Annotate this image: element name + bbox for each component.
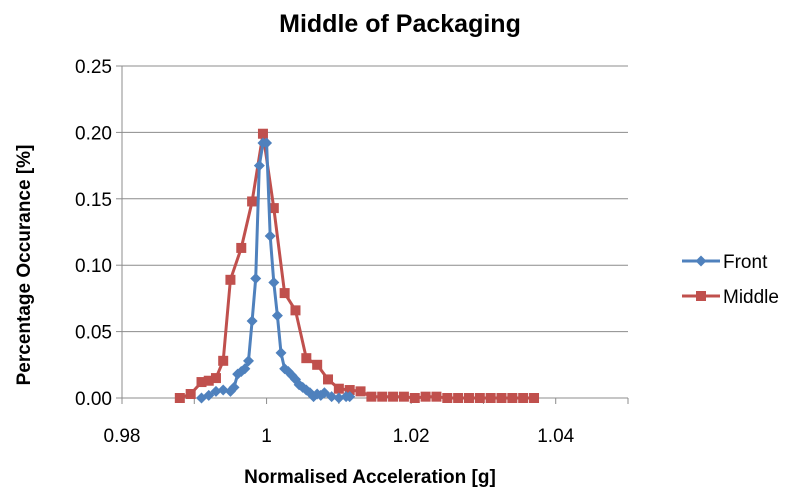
data-point-front — [253, 160, 265, 172]
x-tick-label: 1.04 — [537, 426, 574, 447]
data-point-middle — [225, 274, 236, 285]
data-point-middle — [442, 393, 453, 403]
data-point-middle — [388, 391, 399, 402]
data-point-front — [243, 355, 254, 367]
x-axis-label: Normalised Acceleration [g] — [244, 467, 496, 488]
y-tick-label: 0.10 — [75, 256, 112, 277]
data-point-front — [239, 363, 251, 375]
y-axis-ticks: 0.00 0.05 0.10 0.15 0.20 0.25 — [75, 57, 122, 410]
data-point-front — [318, 387, 330, 399]
data-point-middle — [301, 353, 312, 364]
data-point-middle — [218, 355, 229, 366]
data-point-middle — [366, 391, 377, 402]
y-tick-label: 0.15 — [75, 190, 112, 211]
data-point-middle — [290, 305, 301, 316]
data-point-front — [228, 381, 240, 393]
series-line-middle — [179, 132, 534, 400]
data-point-middle — [185, 389, 196, 400]
data-point-middle — [257, 128, 268, 139]
data-point-front — [217, 384, 229, 396]
x-tick-label: 0.98 — [104, 426, 141, 447]
data-point-middle — [529, 393, 540, 403]
data-point-middle — [507, 393, 518, 403]
data-point-front — [333, 392, 345, 404]
data-point-front — [246, 315, 258, 327]
series-front — [196, 137, 356, 404]
legend: Front Middle — [682, 252, 779, 308]
y-tick-label: 0.20 — [75, 123, 112, 144]
data-point-middle — [409, 393, 420, 403]
data-point-middle — [268, 203, 279, 214]
y-tick-label: 0.00 — [75, 389, 112, 410]
data-point-middle — [247, 196, 258, 207]
data-point-middle — [377, 391, 388, 402]
data-point-front — [326, 391, 338, 403]
y-tick-label: 0.25 — [75, 57, 112, 78]
data-point-middle — [518, 393, 529, 403]
data-point-middle — [453, 393, 464, 403]
legend-label-middle: Middle — [723, 287, 779, 308]
data-point-front — [268, 276, 280, 288]
gridlines — [122, 65, 628, 333]
data-point-front — [271, 310, 283, 322]
legend-marker-middle — [696, 291, 706, 301]
chart-title: Middle of Packaging — [279, 10, 521, 38]
data-point-middle — [210, 373, 221, 384]
data-point-front — [344, 391, 356, 403]
legend-marker-front — [695, 255, 707, 267]
data-point-middle — [279, 288, 290, 299]
data-point-middle — [312, 359, 323, 370]
plot-area — [174, 128, 540, 404]
data-point-middle — [174, 393, 185, 403]
data-point-middle — [333, 383, 344, 394]
legend-item-middle: Middle — [682, 287, 779, 308]
data-point-front — [203, 389, 215, 401]
data-point-middle — [398, 391, 409, 402]
data-point-middle — [420, 391, 431, 402]
x-tick-label: 1 — [261, 426, 272, 447]
series-middle — [174, 128, 540, 403]
data-point-middle — [496, 393, 507, 403]
data-point-middle — [431, 391, 442, 402]
data-point-middle — [236, 242, 247, 253]
y-axis-label: Percentage Occurance [%] — [14, 145, 35, 386]
x-axis-ticks: 0.98 1 1.02 1.04 — [104, 398, 629, 447]
data-point-middle — [196, 377, 207, 388]
data-point-front — [250, 272, 262, 284]
data-point-middle — [323, 374, 334, 385]
data-point-middle — [203, 375, 214, 386]
data-point-middle — [344, 385, 355, 396]
data-point-middle — [463, 393, 474, 403]
data-point-front — [261, 137, 273, 149]
axes — [121, 66, 628, 399]
data-point-front — [275, 347, 287, 359]
x-tick-label: 1.02 — [393, 426, 430, 447]
data-point-middle — [485, 393, 496, 403]
legend-item-front: Front — [682, 252, 768, 273]
data-point-front — [210, 385, 222, 397]
data-point-front — [264, 230, 276, 242]
data-point-middle — [474, 393, 485, 403]
data-point-middle — [355, 386, 366, 397]
y-tick-label: 0.05 — [75, 323, 112, 344]
legend-label-front: Front — [723, 252, 768, 273]
